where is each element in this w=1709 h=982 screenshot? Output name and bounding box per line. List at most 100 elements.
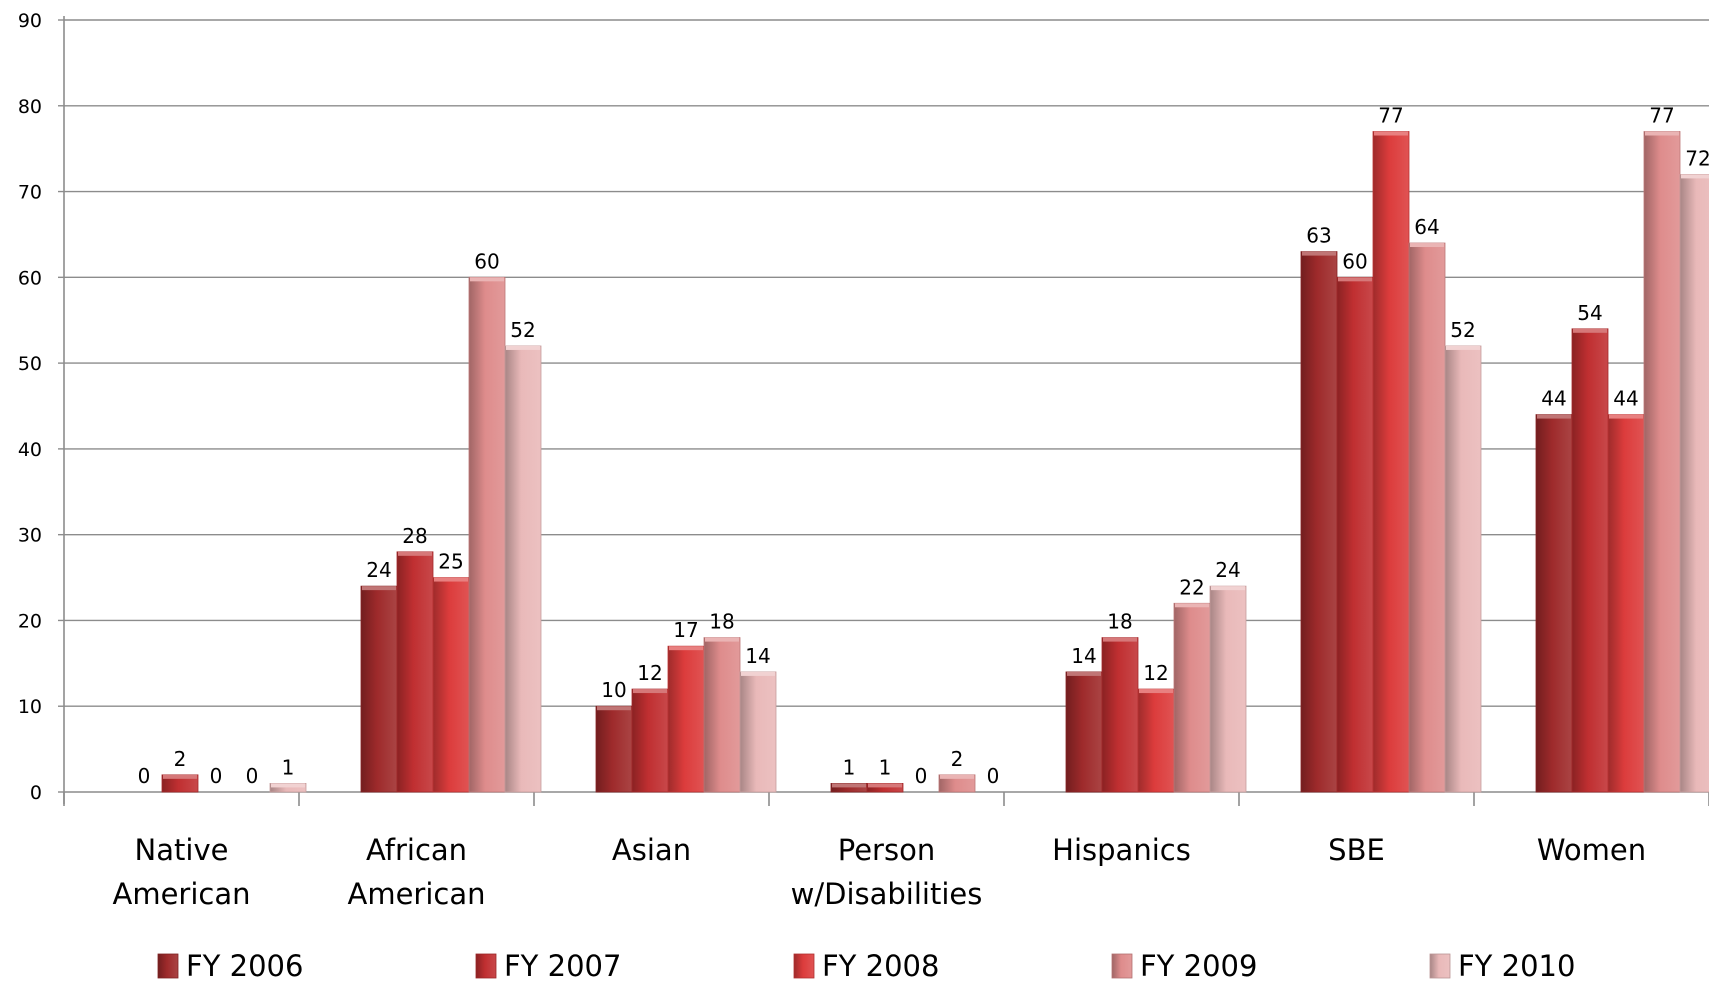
- data-label: 10: [601, 678, 626, 702]
- bar-top: [1374, 131, 1408, 136]
- category-label: American: [112, 877, 250, 911]
- category-label: American: [347, 877, 485, 911]
- bar-top: [1338, 277, 1372, 282]
- category-label: Hispanics: [1052, 833, 1191, 867]
- data-label: 24: [366, 558, 391, 582]
- data-label: 2: [951, 747, 964, 771]
- data-label: 44: [1541, 387, 1566, 411]
- bar: [1065, 671, 1103, 793]
- bar: [1408, 242, 1446, 793]
- bar-top: [868, 783, 902, 788]
- legend-swatch: [1429, 953, 1451, 979]
- category-label: SBE: [1328, 833, 1385, 867]
- data-label: 44: [1613, 387, 1638, 411]
- bar-top: [1573, 328, 1607, 333]
- bar-top: [741, 671, 775, 676]
- data-label: 52: [1450, 318, 1475, 342]
- data-label: 14: [745, 644, 770, 668]
- bar: [1209, 585, 1247, 793]
- bars: [161, 131, 1709, 793]
- data-label: 60: [474, 249, 499, 273]
- legend-label: FY 2007: [504, 949, 621, 982]
- bar-top: [597, 706, 631, 711]
- data-label: 17: [673, 618, 698, 642]
- x-axis: [63, 791, 1709, 806]
- data-label: 72: [1685, 146, 1709, 170]
- data-label: 25: [438, 550, 463, 574]
- bar: [1336, 276, 1374, 793]
- category-labels: Native American African American Asian Person…: [112, 833, 1646, 911]
- bar-top: [362, 586, 396, 591]
- bar-top: [470, 277, 504, 282]
- bar: [595, 705, 633, 793]
- y-tick-label: 40: [18, 439, 42, 461]
- bar: [1173, 602, 1211, 793]
- data-label: 18: [709, 610, 734, 634]
- data-label: 12: [1143, 661, 1168, 685]
- bar-top: [1537, 414, 1571, 419]
- category-label: w/Disabilities: [791, 877, 983, 911]
- data-label: 24: [1215, 558, 1240, 582]
- data-label: 0: [210, 764, 223, 788]
- bar-top: [506, 345, 540, 350]
- data-label: 1: [843, 755, 856, 779]
- data-label: 63: [1306, 224, 1331, 248]
- data-label: 18: [1107, 610, 1132, 634]
- y-tick-label: 30: [18, 525, 42, 547]
- data-label: 28: [402, 524, 427, 548]
- y-tick-label: 90: [18, 10, 42, 32]
- y-axis: 0 10 20 30 40 50 60 70 80 90: [18, 10, 65, 804]
- data-label: 0: [915, 764, 928, 788]
- bar-top: [1446, 345, 1480, 350]
- bar-top: [1103, 637, 1137, 642]
- legend-swatch: [157, 953, 179, 979]
- bar: [1571, 328, 1609, 793]
- bar-top: [705, 637, 739, 642]
- category-label: Asian: [612, 833, 691, 867]
- bar-top: [434, 577, 468, 582]
- y-tick-label: 80: [18, 96, 42, 118]
- category-label: African: [366, 833, 467, 867]
- y-tick-label: 10: [18, 696, 42, 718]
- y-tick-label: 70: [18, 182, 42, 204]
- data-label: 1: [879, 755, 892, 779]
- bar-top: [1211, 586, 1245, 591]
- y-tick-label: 20: [18, 610, 42, 632]
- bar: [504, 345, 542, 793]
- bar: [1643, 131, 1681, 793]
- category-label: Native: [135, 833, 229, 867]
- data-label: 52: [510, 318, 535, 342]
- bar-top: [633, 689, 667, 694]
- data-label: 77: [1378, 104, 1403, 128]
- bar-top: [832, 783, 866, 788]
- data-label: 14: [1071, 644, 1096, 668]
- gridlines: [64, 19, 1709, 707]
- legend-label: FY 2010: [1458, 949, 1575, 982]
- category-label: Women: [1537, 833, 1646, 867]
- data-label: 12: [637, 661, 662, 685]
- bar: [703, 637, 741, 793]
- data-label: 22: [1179, 575, 1204, 599]
- legend-label: FY 2009: [1140, 949, 1257, 982]
- data-label: 77: [1649, 104, 1674, 128]
- data-label: 64: [1414, 215, 1439, 239]
- bar: [468, 276, 506, 793]
- bar-top: [271, 783, 305, 788]
- data-label: 2: [174, 747, 187, 771]
- legend-swatch: [1111, 953, 1133, 979]
- bar: [1101, 637, 1139, 793]
- bar-top: [669, 646, 703, 651]
- bar: [1300, 251, 1338, 793]
- bar: [1444, 345, 1482, 793]
- bar: [1607, 414, 1645, 793]
- bar-top: [1302, 251, 1336, 256]
- bar-top: [1067, 671, 1101, 676]
- bar: [432, 577, 470, 793]
- bar: [739, 671, 777, 793]
- legend-label: FY 2008: [822, 949, 939, 982]
- bar-top: [1609, 414, 1643, 419]
- bar: [1137, 688, 1175, 793]
- data-label: 60: [1342, 249, 1367, 273]
- bar-top: [1645, 131, 1679, 136]
